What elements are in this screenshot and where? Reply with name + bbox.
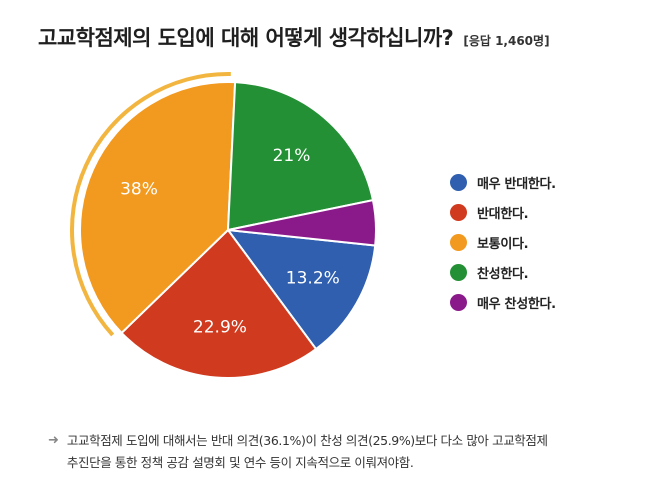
- slice-highlight-ring: [70, 72, 231, 337]
- legend-color-dot: [450, 233, 467, 251]
- legend-item-oppose: 반대한다.: [450, 202, 556, 222]
- legend-color-dot: [450, 293, 467, 311]
- pie-slice-4: [226, 81, 375, 232]
- legend-label: 찬성한다.: [477, 266, 529, 282]
- pie-data-labels: 13.2% 22.9% 38% 21%: [120, 146, 340, 338]
- legend-color-dot: [450, 173, 467, 191]
- legend-color-dot: [450, 263, 467, 281]
- legend-label: 보통이다.: [477, 236, 529, 252]
- pie-slices: [79, 81, 377, 379]
- legend-item-strongly-oppose: 매우 반대한다.: [450, 172, 556, 192]
- chart-subtitle: [응답 1,460명]: [463, 34, 550, 48]
- summary-note: ➜ 고교학점제 도입에 대해서는 반대 의견(36.1%)이 찬성 의견(25.…: [48, 430, 638, 474]
- pie-data-label: 13.2%: [286, 268, 340, 288]
- legend-label: 반대한다.: [477, 206, 529, 222]
- legend-color-dot: [450, 203, 467, 221]
- pie-data-label: 21%: [273, 146, 311, 166]
- legend-item-agree: 찬성한다.: [450, 262, 556, 282]
- pie-slice-5: [227, 198, 377, 247]
- legend-label: 매우 찬성한다.: [477, 296, 556, 312]
- legend-item-neutral: 보통이다.: [450, 232, 556, 252]
- legend-item-strongly-agree: 매우 찬성한다.: [450, 292, 556, 312]
- chart-header: 고교학점제의 도입에 대해 어떻게 생각하십니까? [응답 1,460명]: [38, 22, 550, 52]
- pie-data-label: 22.9%: [193, 317, 247, 337]
- legend-label: 매우 반대한다.: [477, 176, 556, 192]
- summary-note-line-1: 고교학점제 도입에 대해서는 반대 의견(36.1%)이 찬성 의견(25.9%…: [66, 433, 548, 448]
- pie-slice-2: [120, 228, 318, 379]
- chart-legend: 매우 반대한다. 반대한다. 보통이다. 찬성한다. 매우 찬성한다.: [450, 172, 556, 312]
- pie-slice-3: [79, 81, 237, 335]
- arrow-right-icon: ➜: [48, 433, 59, 448]
- summary-note-text: 고교학점제 도입에 대해서는 반대 의견(36.1%)이 찬성 의견(25.9%…: [67, 430, 548, 474]
- chart-title: 고교학점제의 도입에 대해 어떻게 생각하십니까?: [38, 26, 454, 50]
- highlight-ring-layer: [70, 72, 231, 337]
- pie-slice-1: [225, 228, 377, 351]
- summary-note-line-2: 추진단을 통한 정책 공감 설명회 및 연수 등이 지속적으로 이뤄져야함.: [66, 455, 414, 470]
- pie-data-label: 38%: [120, 180, 158, 200]
